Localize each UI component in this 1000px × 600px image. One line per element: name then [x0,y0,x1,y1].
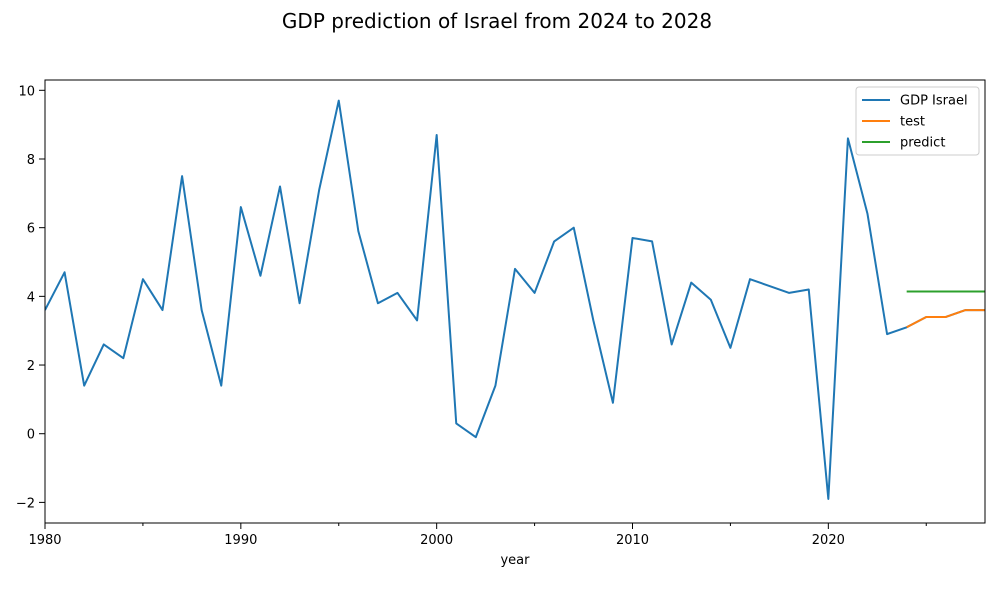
legend-label-gdp-israel: GDP Israel [900,94,968,109]
x-tick-label: 2000 [420,533,453,548]
y-tick-label: 0 [27,428,35,443]
y-tick-label: 2 [27,359,35,374]
plot-frame [44,79,986,524]
y-tick-label: 6 [27,222,35,237]
legend-label-predict: predict [900,136,945,151]
x-tick-label: 2010 [616,533,649,548]
series-line-gdp-israel [45,99,985,500]
series-line-test [906,309,985,329]
y-tick-label: 8 [27,153,35,168]
series-layer [45,99,985,500]
y-tick-label: 4 [27,290,35,305]
y-tick-label: −2 [16,496,35,511]
legend: GDP Israel test predict [855,86,980,156]
x-tick-label: 1980 [28,533,61,548]
x-axis: 1980 1990 2000 2010 2020 [28,523,927,548]
y-tick-label: 10 [18,84,35,99]
x-tick-label: 2020 [812,533,845,548]
y-axis: −2 0 2 4 6 8 10 [16,84,45,511]
chart-title: GDP prediction of Israel from 2024 to 20… [282,9,712,33]
plot-area [44,79,986,524]
x-axis-label: year [500,553,530,568]
legend-label-test: test [900,115,925,130]
legend-box [855,86,980,156]
x-tick-label: 1990 [224,533,257,548]
